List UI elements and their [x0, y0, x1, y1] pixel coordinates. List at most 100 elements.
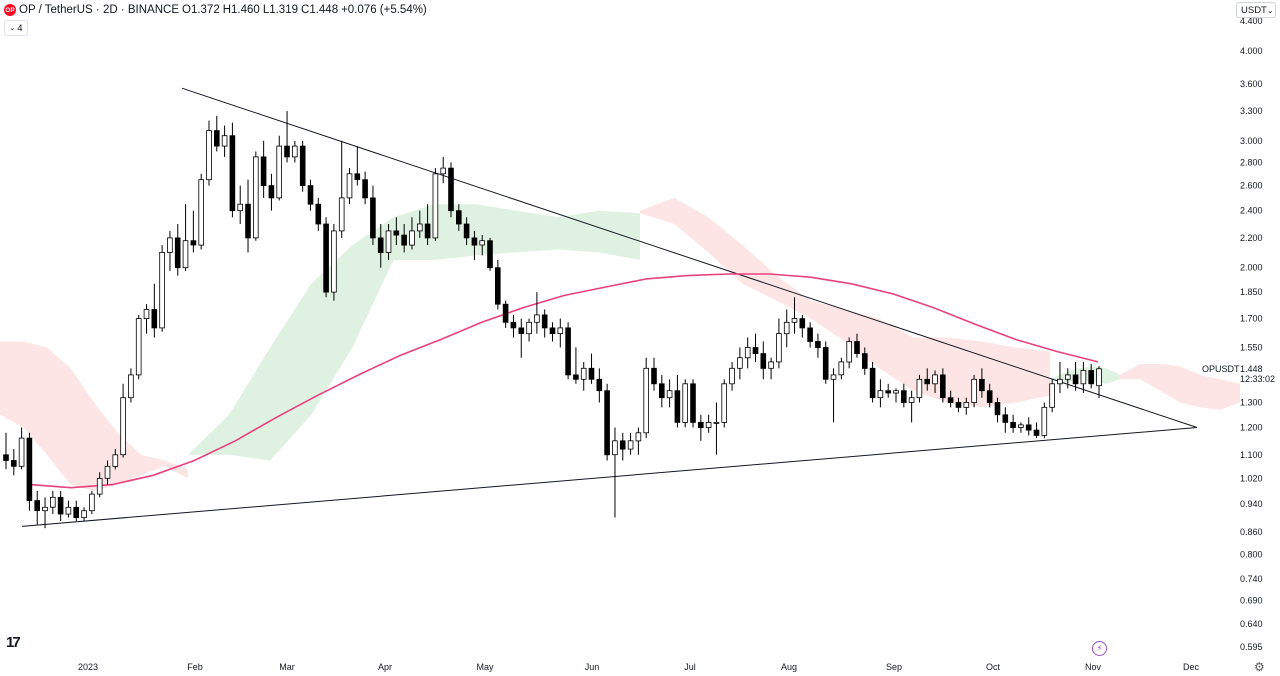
candle — [377, 223, 384, 268]
tradingview-logo-icon[interactable]: 17 — [6, 634, 21, 651]
candle-body-up — [612, 440, 618, 456]
candle — [1057, 361, 1063, 394]
currency-label: USDT — [1241, 4, 1267, 16]
candle — [940, 368, 946, 403]
candle — [1080, 361, 1087, 394]
candle-body-up — [89, 493, 95, 512]
candle — [182, 204, 189, 271]
candle-body-up — [963, 402, 970, 408]
candle — [448, 162, 454, 218]
candle — [34, 490, 40, 525]
candle-body-down — [518, 327, 525, 334]
cloud-segment-bear — [0, 341, 188, 491]
candle — [908, 390, 915, 423]
candle — [674, 374, 681, 428]
candle — [737, 347, 743, 380]
y-tick-label: 3.300 — [1240, 106, 1263, 116]
candle-body-up — [409, 230, 415, 246]
y-tick-label: 0.940 — [1240, 499, 1263, 509]
candle-body-up — [666, 390, 673, 399]
candle — [869, 361, 876, 403]
candle — [643, 357, 649, 439]
indicators-toggle[interactable]: ⌄ 4 — [4, 20, 28, 36]
candle-body-down — [573, 374, 579, 380]
y-tick-label: 1.020 — [1240, 473, 1263, 483]
y-tick-label: 1.850 — [1240, 287, 1263, 297]
candle — [494, 259, 501, 310]
candle — [346, 168, 353, 205]
y-tick-label: 1.700 — [1240, 314, 1263, 324]
candle-body-up — [50, 496, 56, 508]
trendlines — [21, 87, 1198, 527]
candle-body-down — [674, 390, 681, 423]
candle — [963, 397, 970, 415]
candle — [471, 230, 478, 260]
candle-body-up — [1080, 370, 1087, 385]
candle — [588, 353, 595, 384]
candle-body-up — [81, 510, 87, 519]
candle-body-down — [619, 440, 626, 450]
candle — [791, 297, 798, 334]
low-label: L — [262, 4, 270, 16]
candle — [237, 185, 244, 224]
candle — [307, 179, 314, 211]
x-tick-label: Apr — [378, 662, 392, 672]
candle — [955, 397, 962, 413]
candle-body-down — [822, 347, 829, 380]
candle-body-down — [151, 309, 158, 329]
candle — [822, 341, 829, 384]
high-value: 1.460 — [231, 4, 260, 16]
candle-body-down — [940, 374, 946, 399]
candle-body-down — [1072, 374, 1079, 385]
lightning-icon[interactable]: ⚡ — [1092, 641, 1107, 656]
candle — [331, 223, 337, 301]
candle — [627, 432, 634, 455]
candle-body-up — [96, 477, 103, 495]
candle-body-down — [487, 240, 493, 269]
x-tick-label: Dec — [1183, 662, 1200, 672]
candle — [932, 370, 938, 394]
y-tick-label: 4.400 — [1240, 16, 1263, 26]
candle — [744, 337, 751, 369]
candle — [807, 322, 813, 348]
candle — [776, 318, 782, 369]
candle — [659, 374, 665, 408]
candle — [830, 368, 837, 423]
x-tick-label: Oct — [986, 662, 1001, 672]
candle — [705, 414, 712, 433]
candle — [994, 397, 1001, 423]
gear-icon[interactable]: ⚙ — [1254, 660, 1265, 674]
symbol-title[interactable]: OP / TetherUS · 2D · BINANCE — [19, 4, 179, 16]
candle — [1018, 422, 1024, 433]
candle-body-down — [26, 437, 33, 502]
candle — [947, 390, 954, 408]
y-tick-label: 0.595 — [1240, 642, 1263, 652]
open-label: O — [181, 4, 191, 16]
candle-body-down — [885, 390, 891, 394]
y-tick-label: 3.000 — [1240, 136, 1263, 146]
candle-body-down — [260, 156, 267, 186]
candle-body-up — [182, 240, 189, 269]
candle-body-up — [737, 357, 743, 369]
currency-button[interactable]: USDT ⌄ — [1236, 2, 1276, 18]
candle-body-down — [1010, 421, 1016, 428]
candle — [73, 500, 80, 522]
candle-body-up — [291, 145, 298, 158]
candle-body-down — [1033, 429, 1040, 436]
candle-body-down — [986, 390, 993, 403]
candle — [26, 432, 33, 511]
candle-body-down — [190, 240, 197, 246]
candle-body-down — [494, 267, 501, 305]
candle-body-up — [167, 237, 173, 253]
candle — [893, 388, 899, 403]
candle-body-down — [955, 402, 962, 408]
candle — [50, 490, 56, 515]
candle-body-up — [346, 173, 353, 199]
y-tick-label: 0.640 — [1240, 619, 1263, 629]
open-value: 1.372 — [190, 4, 220, 16]
candle-body-up — [580, 367, 587, 380]
candle-body-down — [901, 390, 907, 403]
candle — [986, 383, 993, 408]
candle — [580, 361, 587, 391]
